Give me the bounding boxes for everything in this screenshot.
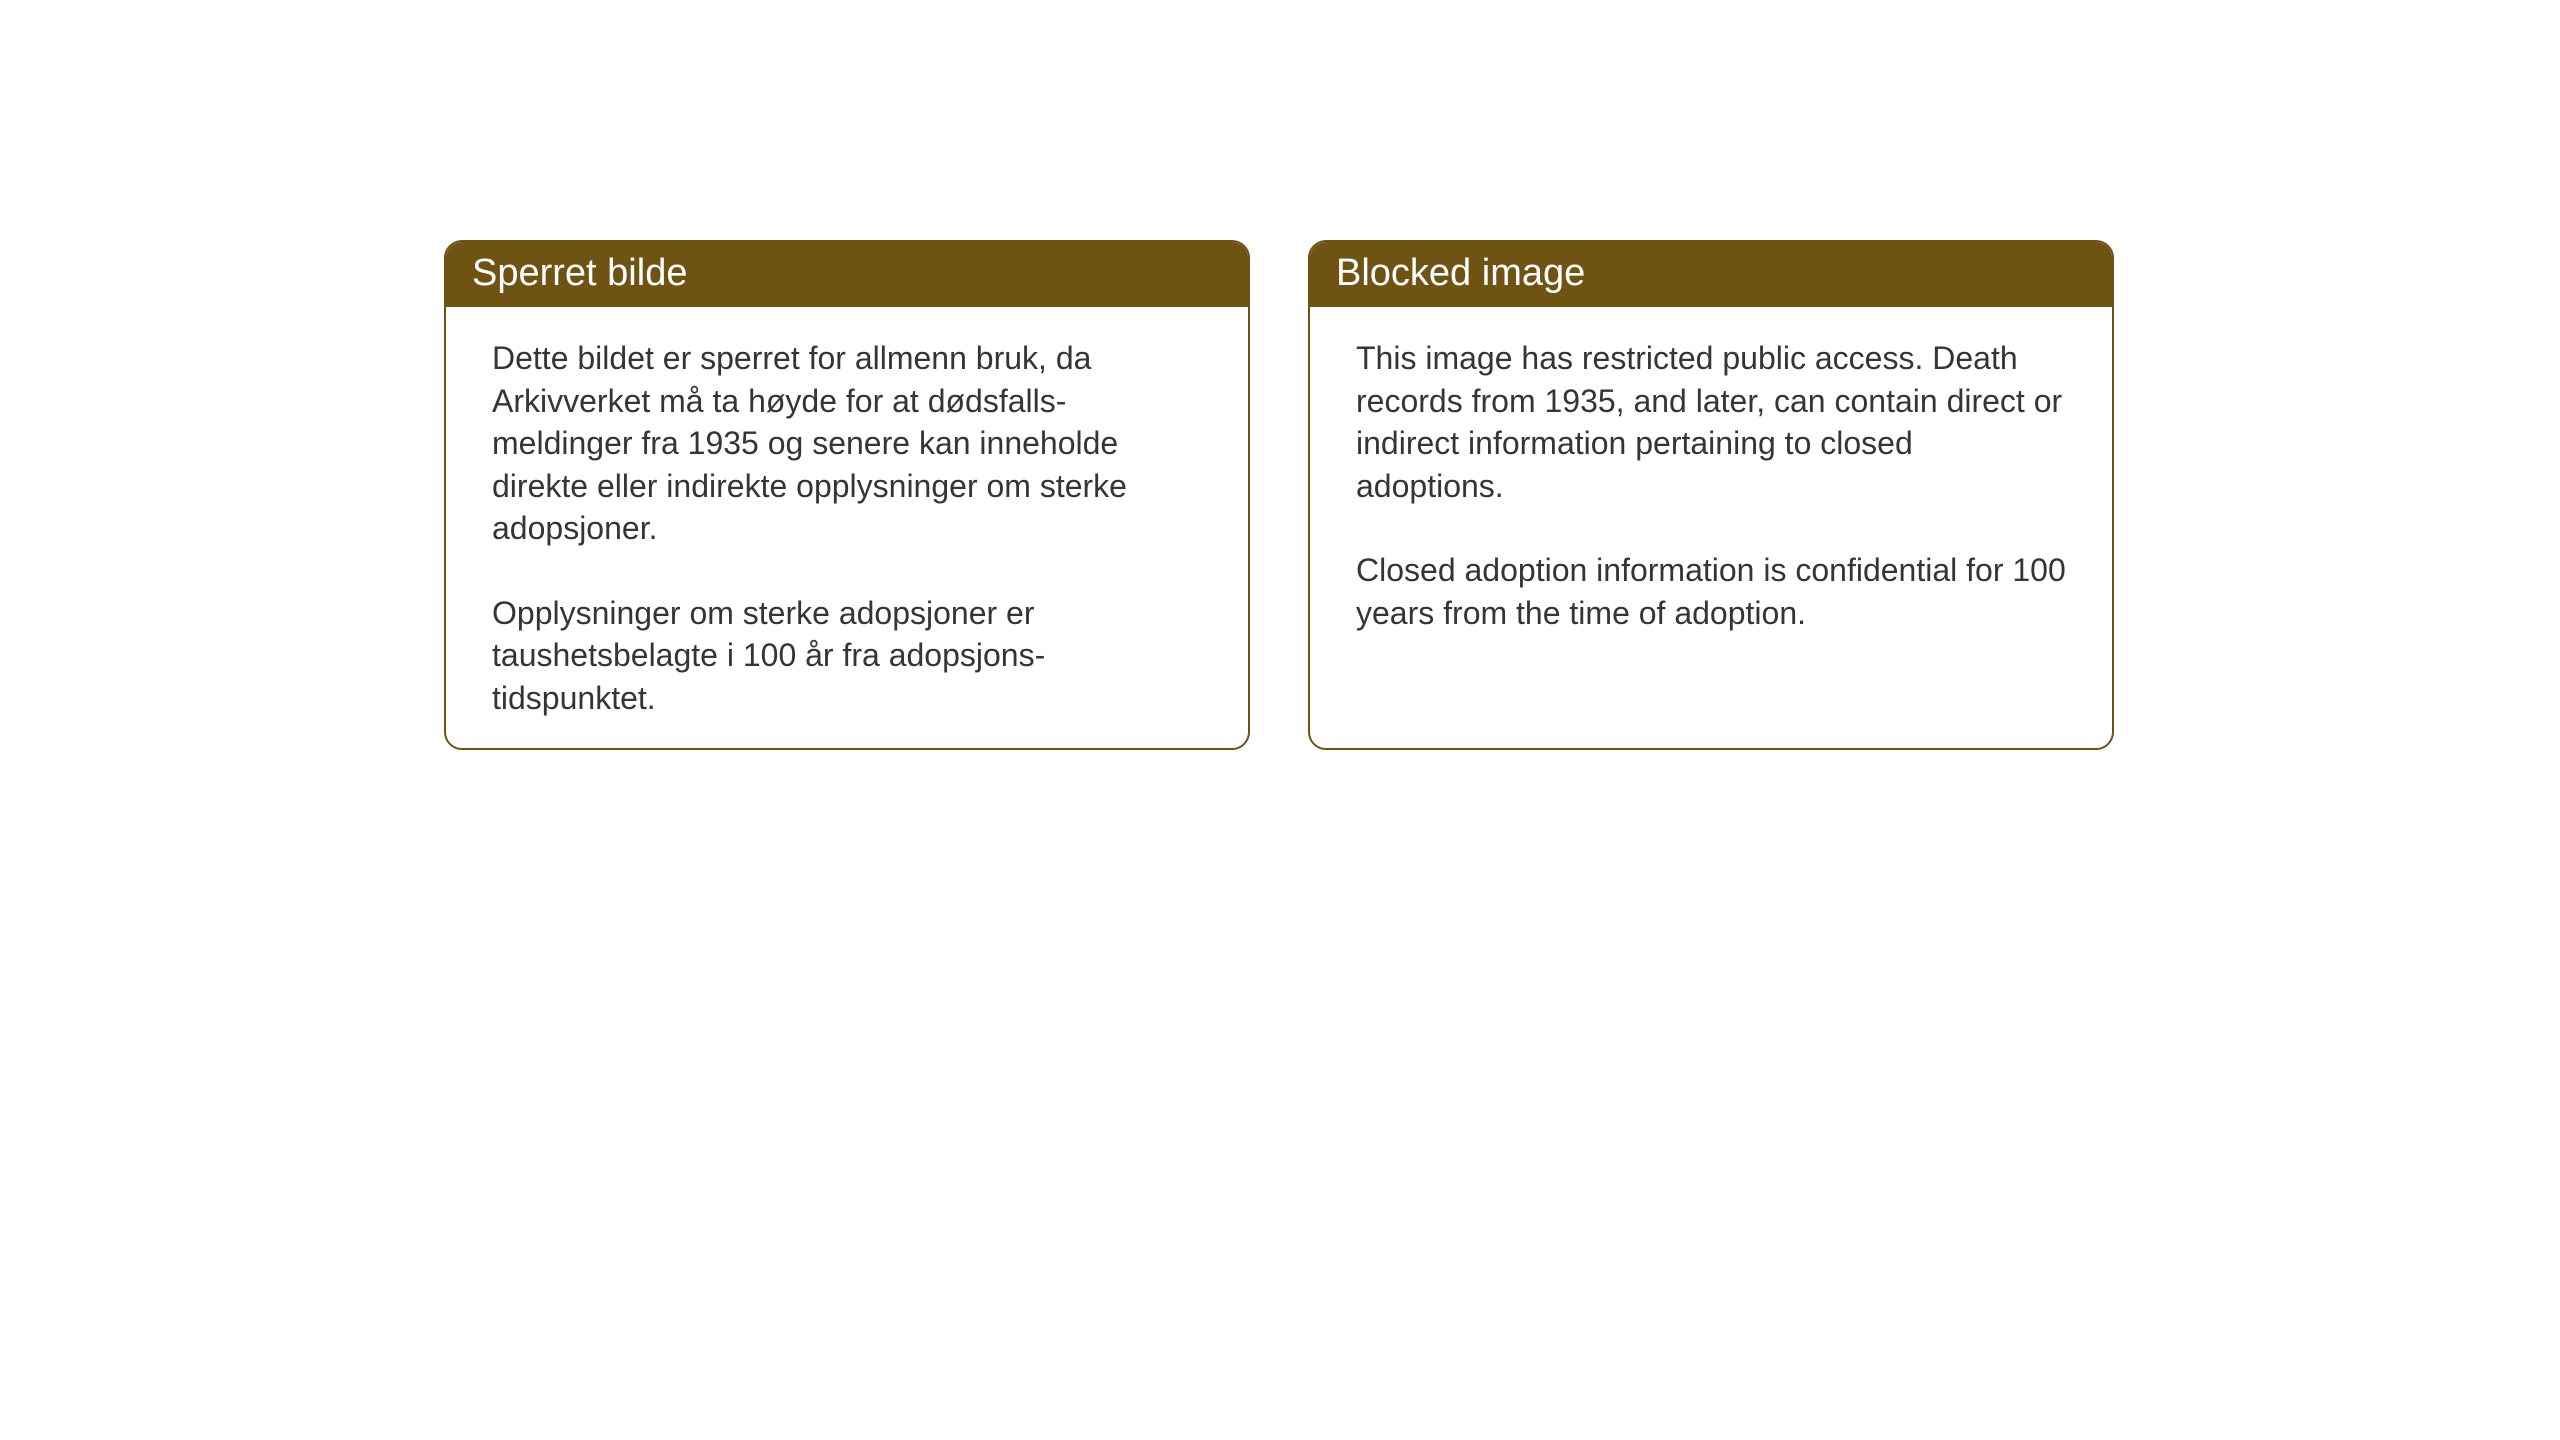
card-body-english: This image has restricted public access.… <box>1310 307 2112 664</box>
card-paragraph: Closed adoption information is confident… <box>1356 549 2066 634</box>
card-header-english: Blocked image <box>1310 242 2112 307</box>
notice-card-english: Blocked image This image has restricted … <box>1308 240 2114 750</box>
card-body-norwegian: Dette bildet er sperret for allmenn bruk… <box>446 307 1248 749</box>
card-paragraph: This image has restricted public access.… <box>1356 337 2066 507</box>
card-header-norwegian: Sperret bilde <box>446 242 1248 307</box>
card-paragraph: Dette bildet er sperret for allmenn bruk… <box>492 337 1202 550</box>
notice-container: Sperret bilde Dette bildet er sperret fo… <box>444 240 2114 750</box>
card-title: Blocked image <box>1336 252 1585 294</box>
card-paragraph: Opplysninger om sterke adopsjoner er tau… <box>492 592 1202 720</box>
notice-card-norwegian: Sperret bilde Dette bildet er sperret fo… <box>444 240 1250 750</box>
card-title: Sperret bilde <box>472 252 687 294</box>
